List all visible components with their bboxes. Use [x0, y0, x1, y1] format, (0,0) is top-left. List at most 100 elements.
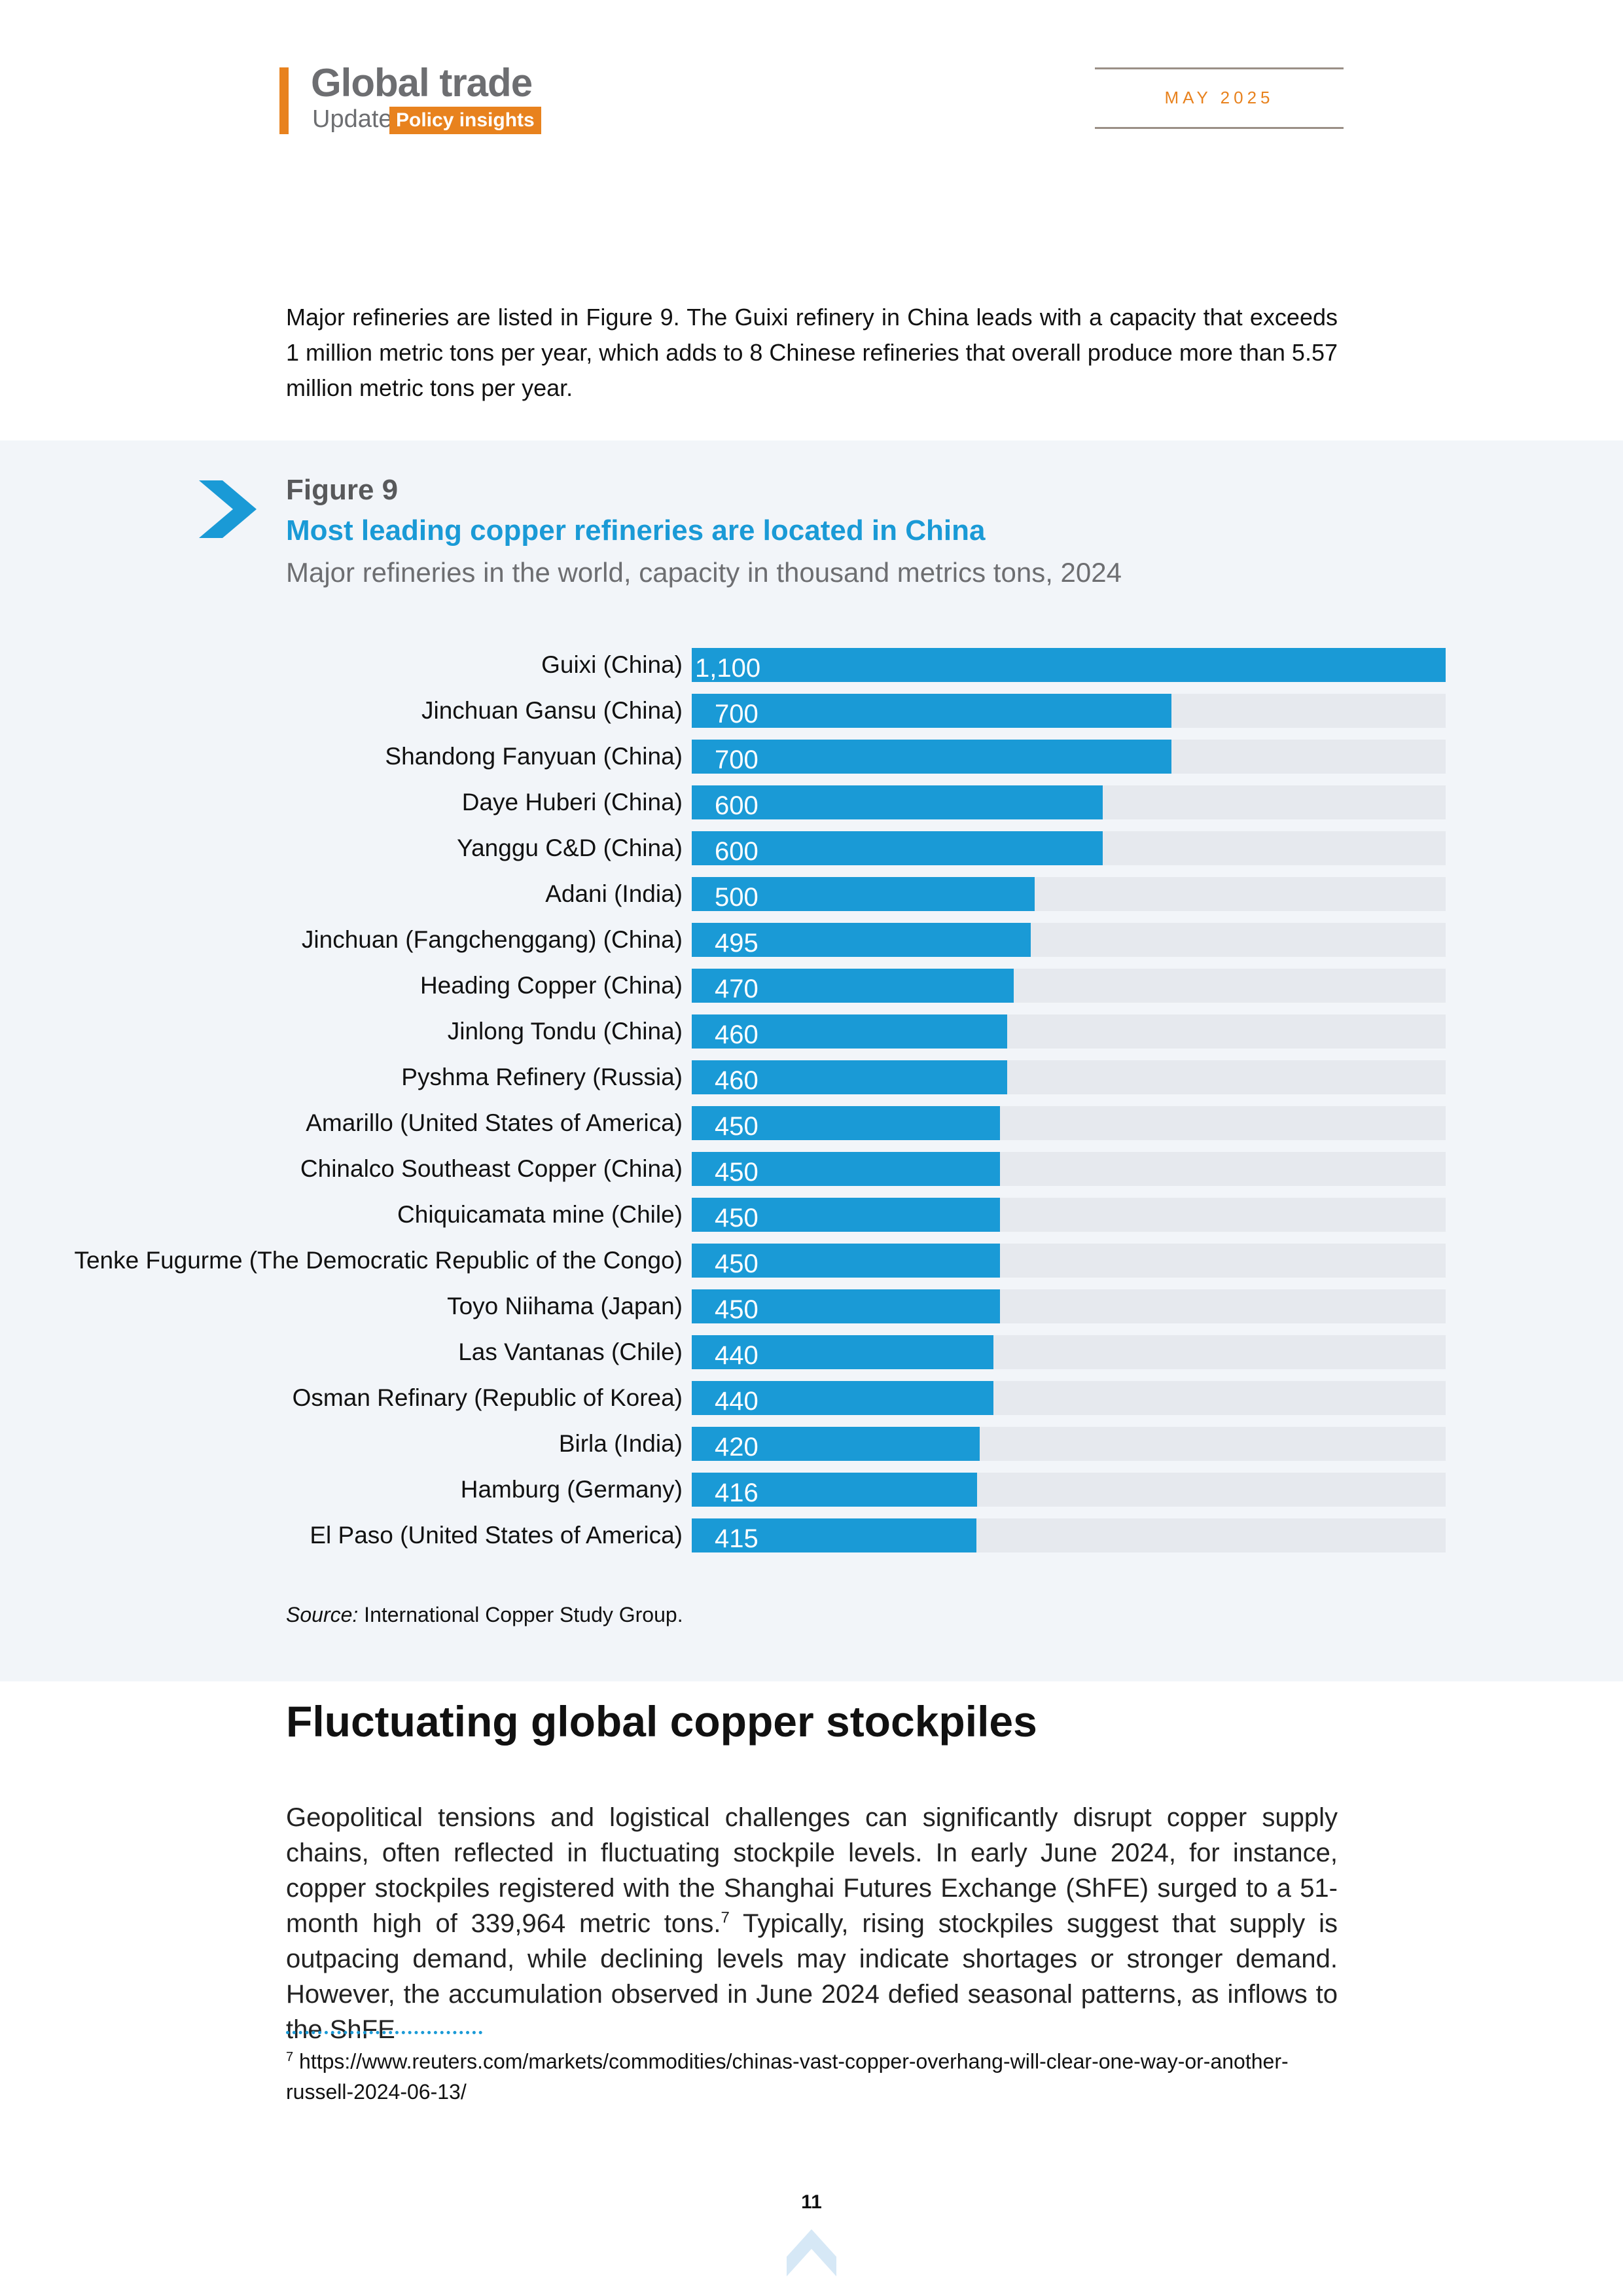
bar-category-label: Daye Huberi (China)	[461, 789, 683, 816]
bar	[692, 1473, 977, 1507]
date-rule-top	[1095, 67, 1344, 69]
bar	[692, 877, 1035, 911]
issue-date: MAY 2025	[1164, 88, 1274, 107]
bar	[692, 1152, 1000, 1186]
bar	[692, 831, 1103, 865]
bar-category-label: Birla (India)	[558, 1430, 683, 1457]
chart-row: Daye Huberi (China) 600	[0, 783, 1623, 821]
chevron-right-icon	[199, 480, 257, 538]
bar-value-label: 416	[715, 1479, 758, 1507]
source-text: International Copper Study Group.	[358, 1603, 683, 1626]
bar-value-label: 470	[715, 975, 758, 1003]
bar-value-label: 450	[715, 1204, 758, 1232]
footnote-number: 7	[286, 2050, 294, 2064]
bar-category-label: Tenke Fugurme (The Democratic Republic o…	[74, 1247, 683, 1274]
publication-title: Global trade	[311, 61, 533, 105]
chart-row: Jinchuan (Fangchenggang) (China) 495	[0, 921, 1623, 959]
bar-value-label: 440	[715, 1387, 758, 1416]
chart-row: Osman Refinary (Republic of Korea) 440	[0, 1379, 1623, 1417]
bar	[692, 785, 1103, 819]
footnote-link[interactable]: https://www.reuters.com/markets/commodit…	[286, 2049, 1289, 2104]
bar	[692, 648, 1446, 682]
bar-value-label: 440	[715, 1341, 758, 1370]
chart-row: Hamburg (Germany) 416	[0, 1471, 1623, 1509]
footnote-divider	[286, 2031, 482, 2034]
intro-paragraph: Major refineries are listed in Figure 9.…	[286, 304, 1338, 401]
chart-row: Adani (India) 500	[0, 875, 1623, 913]
bar-category-label: Jinchuan Gansu (China)	[421, 697, 683, 724]
bar	[692, 1198, 1000, 1232]
bar-category-label: Chinalco Southeast Copper (China)	[300, 1155, 683, 1182]
bar-value-label: 450	[715, 1295, 758, 1324]
chart-row: Heading Copper (China) 470	[0, 967, 1623, 1005]
bar-category-label: Jinlong Tondu (China)	[447, 1018, 683, 1045]
bar-category-label: Shandong Fanyuan (China)	[385, 743, 683, 770]
chart-row: Toyo Niihama (Japan) 450	[0, 1287, 1623, 1325]
bar-value-label: 600	[715, 791, 758, 820]
chart-row: Chiquicamata mine (Chile) 450	[0, 1196, 1623, 1234]
bar	[692, 1335, 993, 1369]
bar	[692, 1381, 993, 1415]
bar-category-label: Amarillo (United States of America)	[306, 1109, 683, 1136]
bar-category-label: Pyshma Refinery (Russia)	[401, 1064, 683, 1090]
bar-category-label: Guixi (China)	[541, 651, 683, 678]
bar-value-label: 500	[715, 883, 758, 912]
bar	[692, 1014, 1007, 1049]
chart-row: Guixi (China) 1,100	[0, 646, 1623, 684]
chart-row: El Paso (United States of America) 415	[0, 1516, 1623, 1554]
bar-category-label: Toyo Niihama (Japan)	[447, 1293, 683, 1319]
body-text-part2: Typically, rising stockpiles suggest tha…	[286, 1909, 1338, 2044]
publication-subtitle: Update	[312, 105, 393, 133]
bar-value-label: 600	[715, 837, 758, 866]
bar-category-label: Las Vantanas (Chile)	[458, 1338, 683, 1365]
chart-row: Jinchuan Gansu (China) 700	[0, 692, 1623, 730]
section-heading: Fluctuating global copper stockpiles	[286, 1697, 1037, 1746]
bar-category-label: Adani (India)	[545, 880, 683, 907]
bar-value-label: 450	[715, 1112, 758, 1141]
figure-label: Figure 9	[286, 474, 399, 506]
chart-row: Amarillo (United States of America) 450	[0, 1104, 1623, 1142]
bar	[692, 1518, 976, 1552]
bar-value-label: 415	[715, 1524, 758, 1553]
bar-category-label: Osman Refinary (Republic of Korea)	[292, 1384, 683, 1411]
bar-value-label: 420	[715, 1433, 758, 1462]
bar-value-label: 460	[715, 1066, 758, 1095]
bar-value-label: 700	[715, 745, 758, 774]
bar-category-label: Yanggu C&D (China)	[457, 834, 683, 861]
body-text-part1: Geopolitical tensions and logistical cha…	[286, 1803, 1338, 1938]
refineries-bar-chart: Guixi (China) 1,100 Jinchuan Gansu (China)…	[0, 646, 1623, 1562]
policy-insights-badge: Policy insights	[389, 107, 541, 134]
bar-value-label: 450	[715, 1158, 758, 1187]
bar-value-label: 700	[715, 700, 758, 728]
bar	[692, 969, 1014, 1003]
bar-category-label: Jinchuan (Fangchenggang) (China)	[301, 926, 683, 953]
footnote: 7 https://www.reuters.com/markets/commod…	[286, 2042, 1307, 2107]
source-prefix: Source:	[286, 1603, 359, 1626]
bar-value-label: 460	[715, 1020, 758, 1049]
bar-value-label: 495	[715, 929, 758, 958]
bar-value-label: 450	[715, 1249, 758, 1278]
chart-row: Jinlong Tondu (China) 460	[0, 1013, 1623, 1050]
bar	[692, 923, 1031, 957]
date-rule-bottom	[1095, 127, 1344, 129]
chart-row: Chinalco Southeast Copper (China) 450	[0, 1150, 1623, 1188]
bar	[692, 740, 1171, 774]
back-to-top-icon[interactable]	[784, 2225, 839, 2280]
bar	[692, 1060, 1007, 1094]
footnote-reference[interactable]: 7	[721, 1909, 730, 1927]
figure-subtitle: Major refineries in the world, capacity …	[286, 557, 1122, 588]
bar	[692, 1244, 1000, 1278]
chart-row: Shandong Fanyuan (China) 700	[0, 738, 1623, 776]
bar	[692, 1106, 1000, 1140]
chart-row: Las Vantanas (Chile) 440	[0, 1333, 1623, 1371]
chart-row: Yanggu C&D (China) 600	[0, 829, 1623, 867]
figure-source: Source: International Copper Study Group…	[286, 1601, 683, 1628]
bar	[692, 1427, 980, 1461]
header-accent-bar	[279, 67, 289, 134]
chart-row: Pyshma Refinery (Russia) 460	[0, 1058, 1623, 1096]
bar-category-label: Chiquicamata mine (Chile)	[397, 1201, 683, 1228]
bar-category-label: El Paso (United States of America)	[310, 1522, 683, 1549]
bar	[692, 1289, 1000, 1323]
figure-title: Most leading copper refineries are locat…	[286, 514, 986, 547]
section-body: Geopolitical tensions and logistical cha…	[286, 1800, 1338, 2047]
